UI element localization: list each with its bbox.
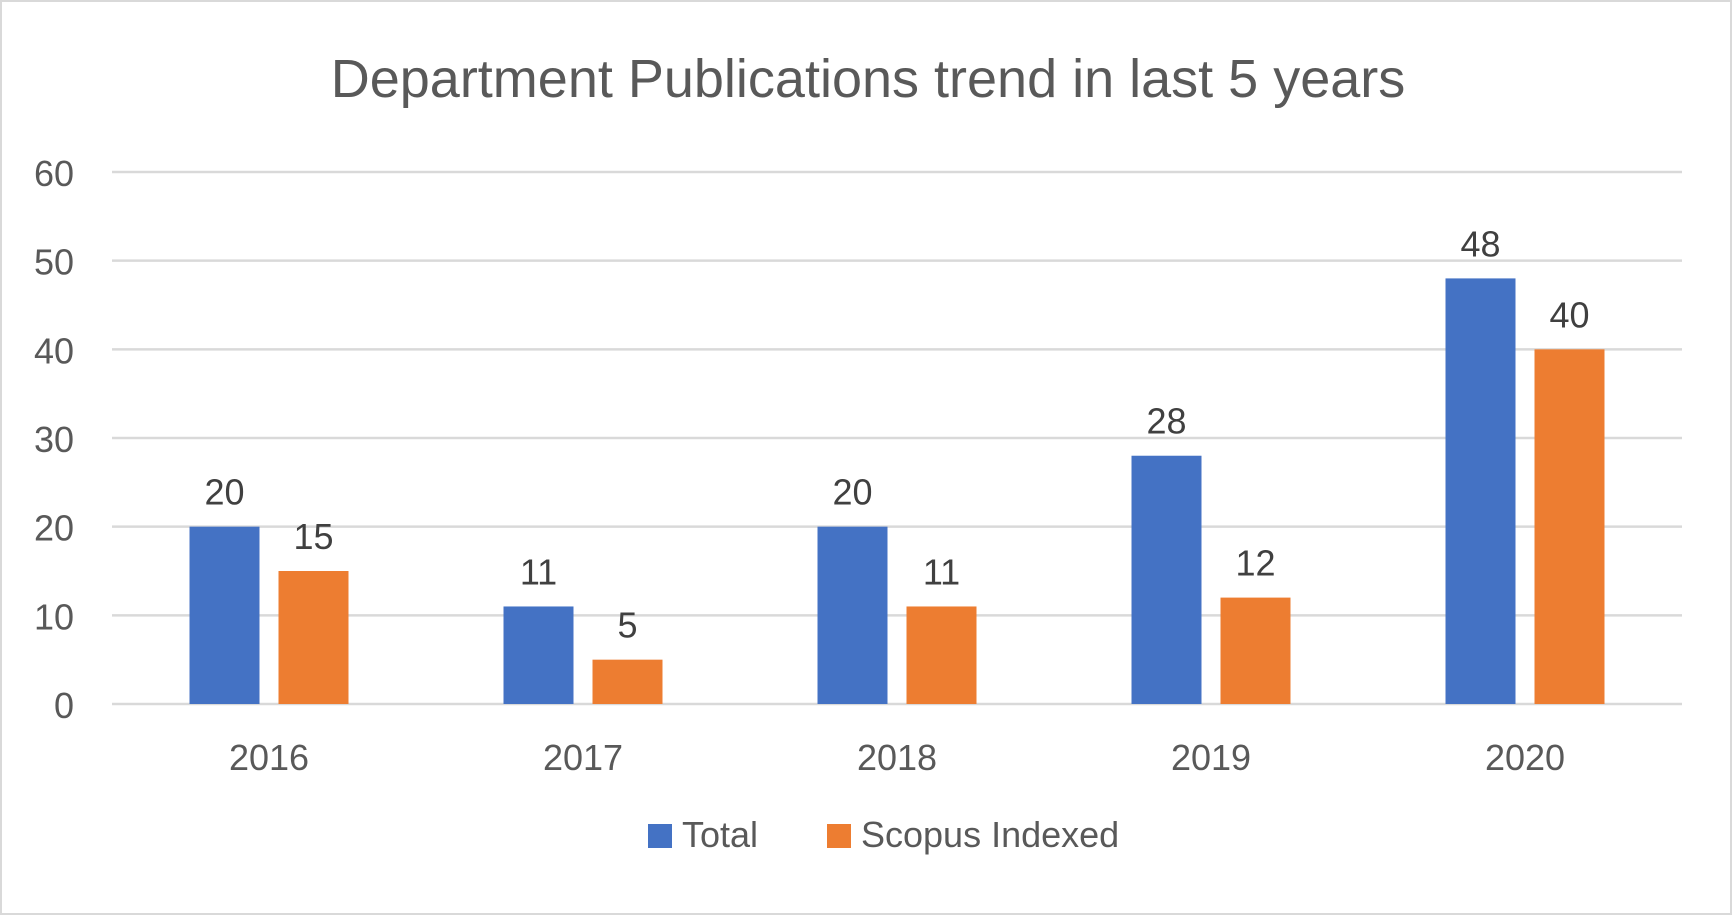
data-label: 48: [1460, 223, 1500, 264]
data-label: 12: [1235, 543, 1275, 584]
x-tick-label: 2018: [857, 737, 937, 778]
legend: Total Scopus Indexed: [648, 814, 1119, 855]
y-tick-label: 50: [34, 242, 74, 283]
bar-total: [1445, 278, 1516, 704]
x-tick-label: 2016: [229, 737, 309, 778]
y-tick-label: 30: [34, 419, 74, 460]
bar-scopus-indexed: [278, 571, 349, 704]
bar-total: [503, 606, 574, 704]
bar-scopus-indexed: [1534, 349, 1605, 704]
y-tick-label: 20: [34, 508, 74, 549]
data-label: 15: [293, 516, 333, 557]
data-label: 5: [617, 605, 637, 646]
gridlines: [112, 170, 1682, 706]
legend-label: Total: [682, 814, 758, 855]
bars: [189, 278, 1605, 704]
x-axis-tick-labels: 2016 2017 2018 2019 2020: [229, 737, 1565, 778]
y-tick-label: 0: [54, 685, 74, 726]
legend-swatch: [827, 824, 851, 848]
bar-total: [189, 526, 260, 704]
legend-swatch: [648, 824, 672, 848]
bar-total: [817, 526, 888, 704]
data-label: 11: [520, 551, 557, 592]
y-tick-label: 10: [34, 596, 74, 637]
x-tick-label: 2017: [543, 737, 623, 778]
data-label: 40: [1549, 294, 1589, 335]
bar-scopus-indexed: [906, 606, 977, 704]
bar-scopus-indexed: [592, 659, 663, 704]
data-label: 28: [1146, 401, 1186, 442]
chart-title: Department Publications trend in last 5 …: [331, 49, 1406, 109]
y-tick-label: 40: [34, 330, 74, 371]
bar-scopus-indexed: [1220, 597, 1291, 704]
y-axis-tick-labels: 0 10 20 30 40 50 60: [34, 153, 74, 726]
data-label: 11: [923, 551, 960, 592]
data-label: 20: [832, 472, 872, 513]
x-tick-label: 2019: [1171, 737, 1251, 778]
y-tick-label: 60: [34, 153, 74, 194]
legend-label: Scopus Indexed: [861, 814, 1119, 855]
bar-total: [1131, 455, 1202, 704]
data-labels: 20 15 11 5 20 11 28 12 48 40: [204, 223, 1589, 645]
x-tick-label: 2020: [1485, 737, 1565, 778]
data-label: 20: [204, 472, 244, 513]
